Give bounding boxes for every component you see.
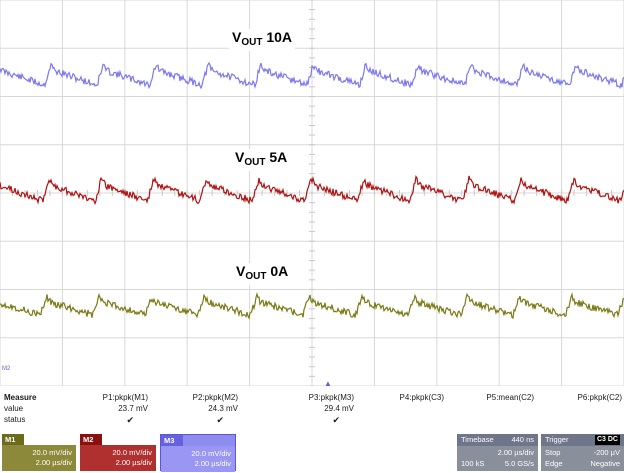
timebase-samples: 100 kS [461, 459, 485, 468]
timebase-title: Timebase [461, 435, 494, 444]
time-per-div: 2.00 µs/div [194, 459, 231, 468]
status-check-icon: ✔ [216, 415, 224, 425]
channel-tag: M3 [161, 435, 183, 446]
channel-settings: 20.0 mV/div 2.00 µs/div [80, 445, 156, 471]
channel-tag: M2 [80, 434, 102, 445]
trace-label-10a: VOUT 10A [229, 29, 296, 51]
measure-header-row: Measure P1:pkpk(M1) P2:pkpk(M2) P3:pkpk(… [0, 393, 624, 404]
status-row-label: status [4, 415, 26, 424]
param-name[interactable]: P3:pkpk(M3) [308, 393, 354, 402]
m2-ground-marker[interactable]: M2 [2, 366, 11, 372]
status-check-icon: ✔ [332, 415, 340, 425]
param-name[interactable]: P2:pkpk(M2) [192, 393, 238, 402]
param-value: 24.3 mV [208, 404, 238, 413]
trace-m2-5a [0, 174, 624, 206]
trigger-level: -200 µV [593, 448, 620, 457]
timebase-box[interactable]: Timebase 440 ns 2.00 µs/div 100 kS 5.0 G… [457, 434, 538, 471]
param-name[interactable]: P4:pkpk(C3) [399, 393, 444, 402]
timebase-header [457, 434, 538, 446]
channel-m3-box[interactable]: M3 20.0 mV/div 2.00 µs/div [160, 434, 236, 472]
trigger-position-marker[interactable]: ▲ [324, 379, 332, 388]
measure-status-row: status ✔ ✔ ✔ [0, 415, 624, 426]
timebase-per-div: 2.00 µs/div [497, 448, 534, 457]
param-name[interactable]: P6:pkpk(C2) [577, 393, 622, 402]
param-name[interactable]: P5:mean(C2) [486, 393, 534, 402]
volts-per-div: 20.0 mV/div [112, 448, 152, 457]
trigger-box[interactable]: Trigger C3 DC Stop -200 µV Edge Negative [541, 434, 624, 471]
time-per-div: 2.00 µs/div [115, 458, 152, 467]
timebase-delay: 440 ns [511, 435, 534, 444]
channel-settings: 20.0 mV/div 2.00 µs/div [2, 445, 76, 471]
param-value: 29.4 mV [324, 404, 354, 413]
trace-m3-10a [0, 61, 624, 90]
channel-m2-box[interactable]: M2 20.0 mV/div 2.00 µs/div [80, 434, 156, 471]
trace-m1-0a [0, 291, 624, 320]
param-name[interactable]: P1:pkpk(M1) [102, 393, 148, 402]
volts-per-div: 20.0 mV/div [191, 449, 231, 458]
trigger-channel-badge: C3 DC [594, 435, 620, 445]
trigger-type: Edge [545, 459, 563, 468]
trace-label-5a: VOUT 5A [232, 149, 291, 171]
channel-tag: M1 [2, 434, 24, 445]
param-value: 23.7 mV [118, 404, 148, 413]
waveform-display [0, 0, 624, 386]
timebase-sample-rate: 5.0 GS/s [504, 459, 534, 468]
channel-m1-box[interactable]: M1 20.0 mV/div 2.00 µs/div [2, 434, 76, 471]
channel-settings: 20.0 mV/div 2.00 µs/div [161, 446, 235, 472]
volts-per-div: 20.0 mV/div [32, 448, 72, 457]
measure-panel: Measure P1:pkpk(M1) P2:pkpk(M2) P3:pkpk(… [0, 391, 624, 431]
trace-label-0a: VOUT 0A [233, 263, 292, 285]
trigger-slope: Negative [590, 459, 620, 468]
time-per-div: 2.00 µs/div [35, 458, 72, 467]
trigger-title: Trigger [545, 435, 569, 444]
trigger-mode: Stop [545, 448, 561, 457]
measure-title[interactable]: Measure [4, 393, 37, 402]
value-row-label: value [4, 404, 24, 413]
status-check-icon: ✔ [126, 415, 134, 425]
measure-value-row: value 23.7 mV 24.3 mV 29.4 mV [0, 404, 624, 415]
graticule [0, 0, 624, 386]
